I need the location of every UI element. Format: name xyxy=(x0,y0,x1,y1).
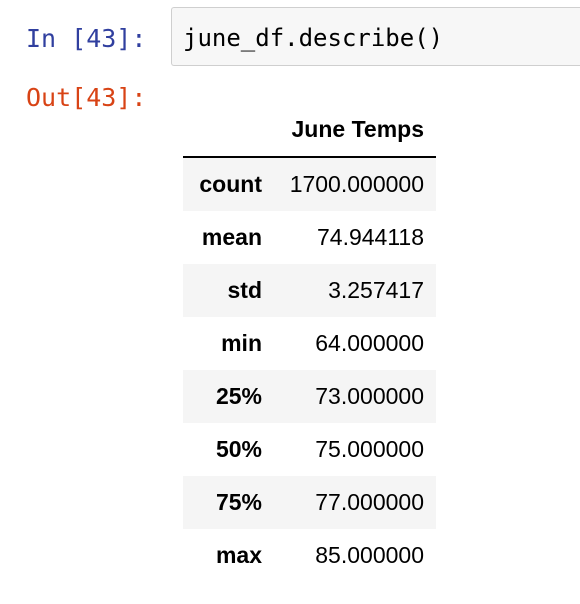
row-label: std xyxy=(227,277,263,303)
output-prompt: Out[43]: xyxy=(26,83,147,112)
row-label: count xyxy=(199,171,262,197)
table-row: min 64.000000 xyxy=(183,317,436,370)
row-label: min xyxy=(221,330,262,356)
code-cell-editor[interactable]: june_df.describe() xyxy=(171,7,580,66)
code-text[interactable]: june_df.describe() xyxy=(183,24,444,52)
table-header-row: June Temps xyxy=(183,104,436,158)
table-row: std 3.257417 xyxy=(183,264,436,317)
row-label: mean xyxy=(201,224,262,250)
table-row: 50% 75.000000 xyxy=(183,423,436,476)
table-row: count 1700.000000 xyxy=(183,158,436,211)
table-row: 75% 77.000000 xyxy=(183,476,436,529)
input-prompt: In [43]: xyxy=(26,24,147,53)
row-value: 73.000000 xyxy=(315,383,424,409)
column-header-june-temps: June Temps xyxy=(291,116,425,142)
row-value: 1700.000000 xyxy=(289,171,424,197)
table-row: 25% 73.000000 xyxy=(183,370,436,423)
row-label: 50% xyxy=(215,436,262,462)
table-row: mean 74.944118 xyxy=(183,211,436,264)
row-value: 74.944118 xyxy=(316,224,424,250)
row-value: 77.000000 xyxy=(315,489,424,515)
row-value: 3.257417 xyxy=(328,277,424,303)
row-value: 75.000000 xyxy=(315,436,424,462)
dataframe-output-table: June Temps count 1700.000000 mean 74.944… xyxy=(183,104,436,582)
row-value: 64.000000 xyxy=(315,330,424,356)
row-label: 25% xyxy=(215,383,262,409)
row-value: 85.000000 xyxy=(315,542,424,568)
row-label: max xyxy=(215,542,262,568)
table-row: max 85.000000 xyxy=(183,529,436,582)
row-label: 75% xyxy=(215,489,262,515)
